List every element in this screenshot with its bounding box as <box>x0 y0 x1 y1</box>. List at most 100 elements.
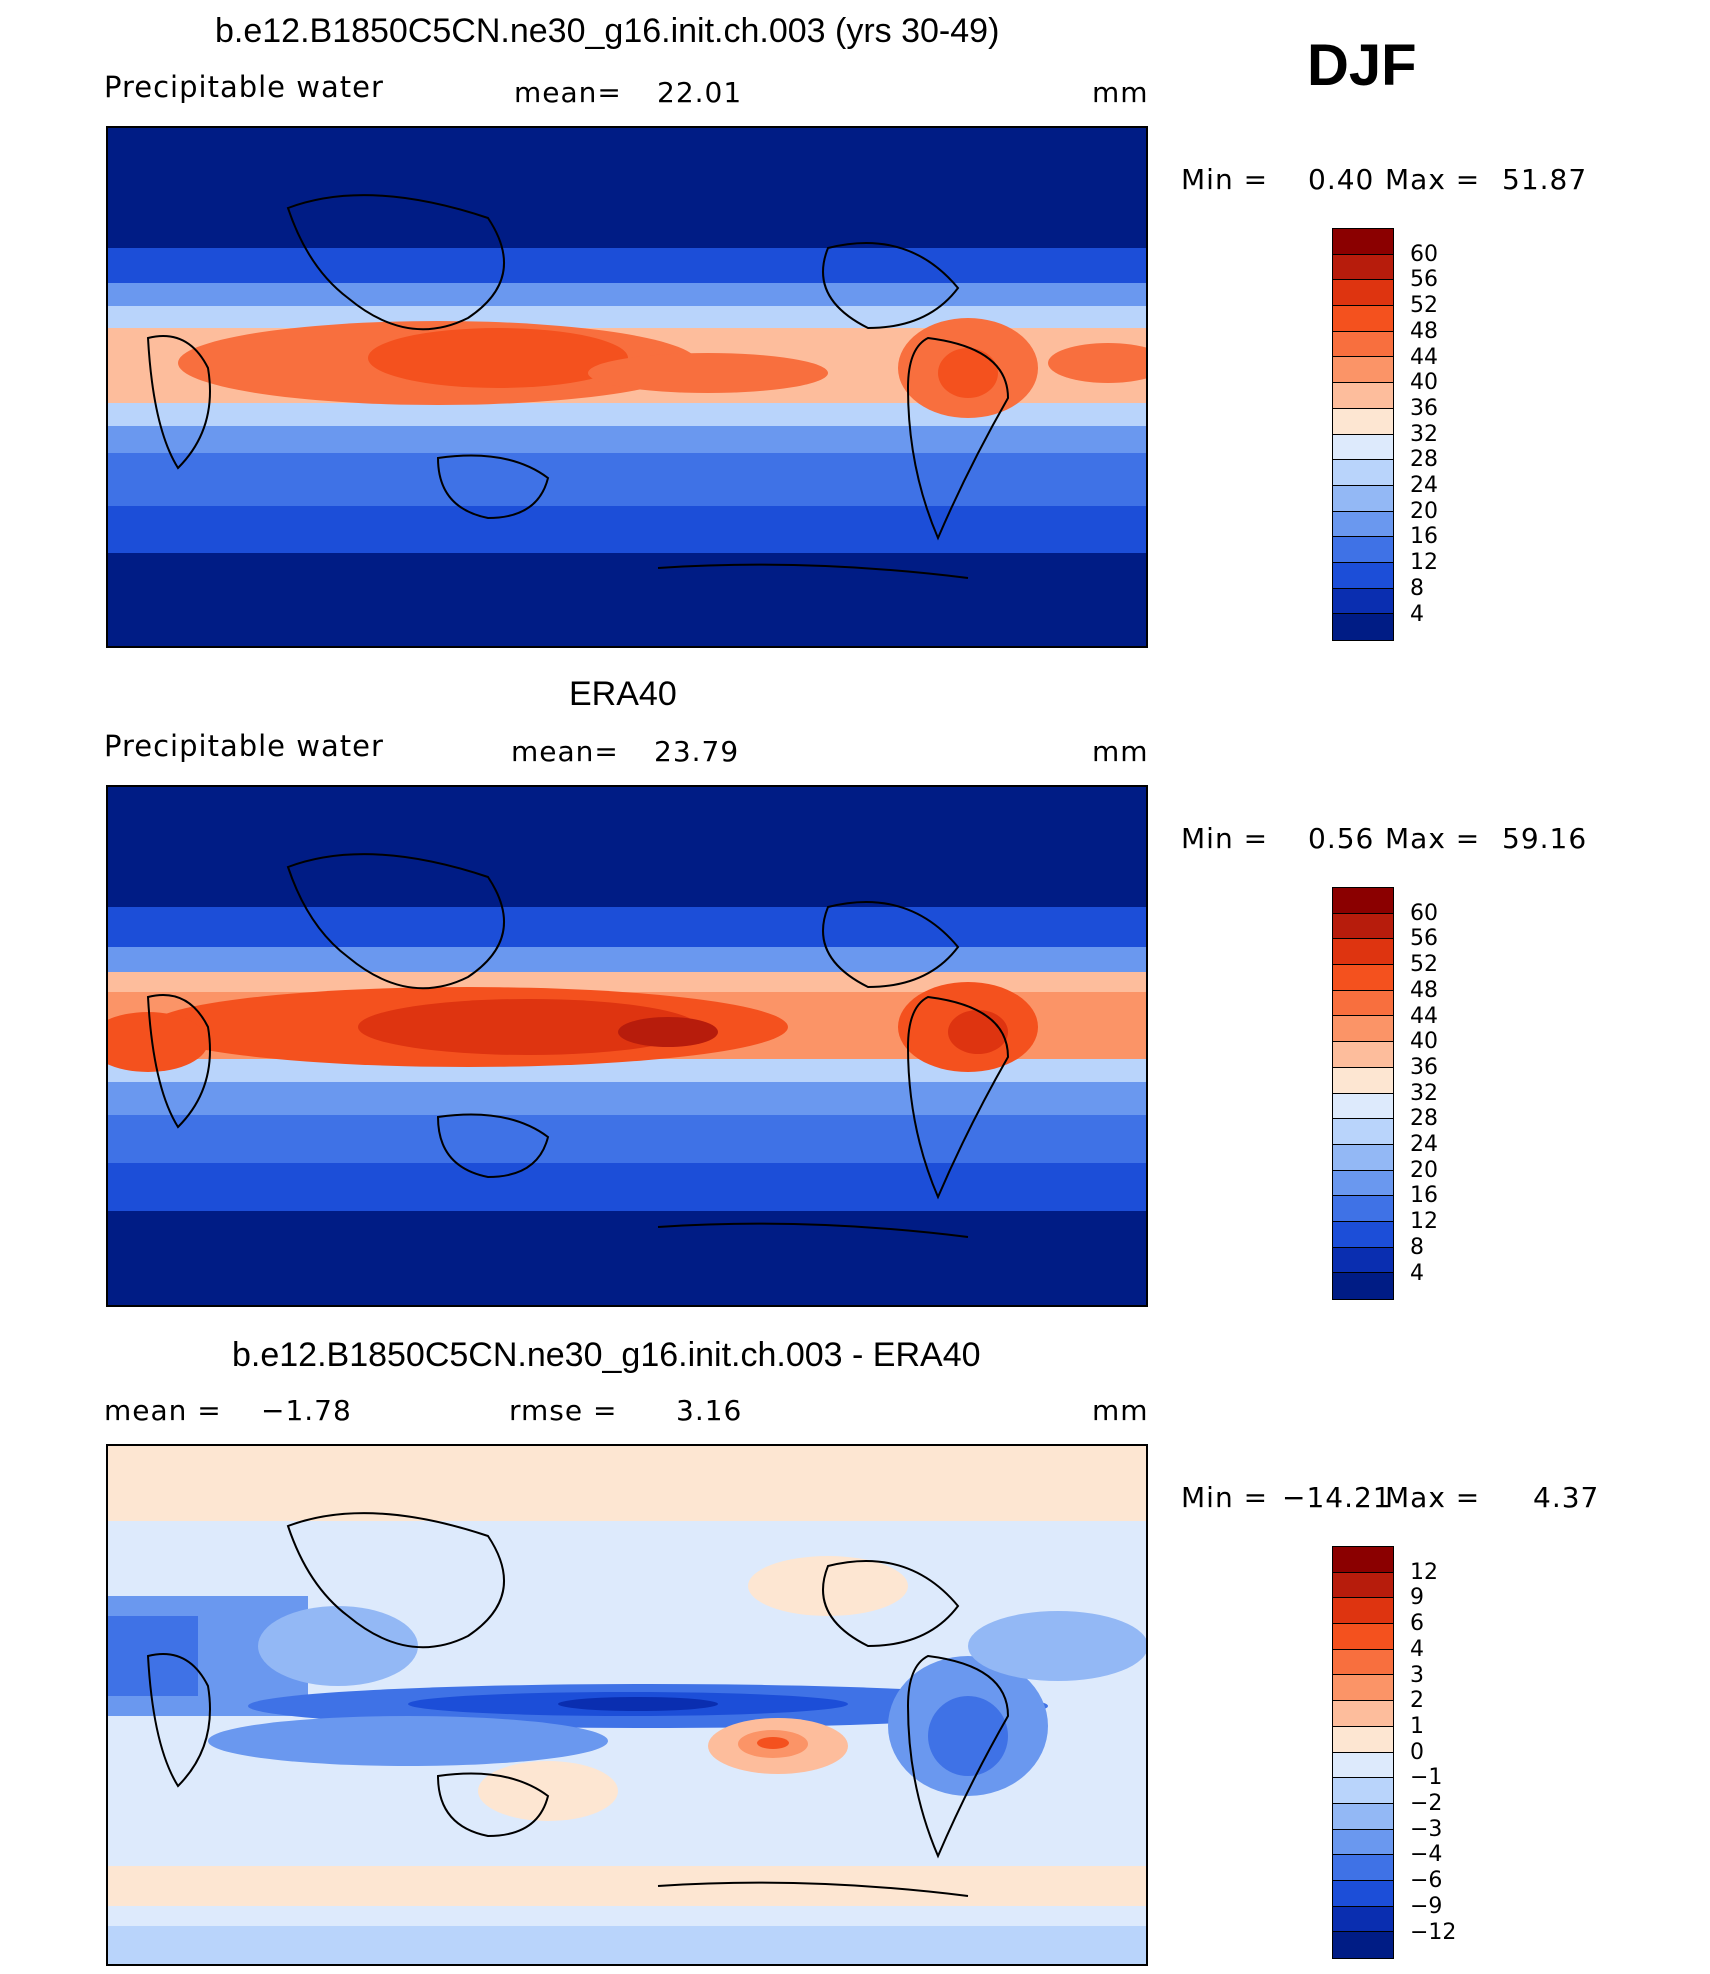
colorbar-swatch <box>1333 888 1393 914</box>
colorbar-swatch <box>1333 331 1393 358</box>
colorbar-tick-label: 44 <box>1410 1003 1438 1029</box>
colorbar-tick-label: 56 <box>1410 267 1438 293</box>
colorbar-tick-label: −3 <box>1410 1816 1443 1842</box>
colorbar-swatch <box>1333 1273 1393 1299</box>
colorbar-swatch <box>1333 306 1393 332</box>
season-label: DJF <box>1307 33 1417 98</box>
colorbar-swatch <box>1333 614 1393 640</box>
colorbar-tick-label: 40 <box>1410 370 1438 396</box>
colorbar-swatch <box>1333 357 1393 384</box>
colorbar-swatch <box>1333 1572 1393 1599</box>
max-label-diff: Max = <box>1385 1481 1481 1514</box>
colorbar-tick-label: 36 <box>1410 1054 1438 1080</box>
colorbar-swatch <box>1333 280 1393 307</box>
colorbar-swatch <box>1333 1067 1393 1094</box>
max-value-diff: 4.37 <box>1533 1481 1600 1514</box>
colorbar-tick-label: −6 <box>1410 1868 1443 1894</box>
colorbar-swatch <box>1333 965 1393 991</box>
colorbar-tick-label: 56 <box>1410 926 1438 952</box>
colorbar-swatch <box>1333 1221 1393 1248</box>
colorbar-swatch <box>1333 511 1393 538</box>
colorbar-tick-label: 40 <box>1410 1029 1438 1055</box>
colorbar-swatch <box>1333 254 1393 281</box>
panel-title-diff: b.e12.B1850C5CN.ne30_g16.init.ch.003 - E… <box>232 1336 981 1374</box>
colorbar-swatch <box>1333 1042 1393 1068</box>
colorbar-swatch <box>1333 1093 1393 1120</box>
panel-title-model: b.e12.B1850C5CN.ne30_g16.init.ch.003 (yr… <box>215 12 1000 50</box>
colorbar-tick-label: 52 <box>1410 952 1438 978</box>
colorbar-swatch <box>1333 408 1393 435</box>
colorbar-tick-label: 8 <box>1410 1234 1424 1260</box>
colorbar-swatch <box>1333 1932 1393 1958</box>
colorbar-tick-label: 28 <box>1410 1106 1438 1132</box>
colorbar-tick-label: 6 <box>1410 1611 1424 1637</box>
map-diff-precipitable-water <box>106 1444 1148 1966</box>
colorbar-tick-label: 32 <box>1410 421 1438 447</box>
colorbar-tick-label: −1 <box>1410 1765 1443 1791</box>
colorbar-tick-label: 60 <box>1410 241 1438 267</box>
colorbar-swatch <box>1333 383 1393 409</box>
colorbar-tick-label: 9 <box>1410 1585 1424 1611</box>
colorbar-swatch <box>1333 913 1393 940</box>
colorbar-swatches <box>1332 1546 1394 1959</box>
min-value-obs: 0.56 <box>1308 822 1375 855</box>
max-value-obs: 59.16 <box>1502 822 1588 855</box>
colorbar-swatch <box>1333 1119 1393 1145</box>
colorbar-tick-label: 12 <box>1410 1209 1438 1235</box>
colorbar-swatch <box>1333 1855 1393 1881</box>
colorbar-swatch <box>1333 1701 1393 1727</box>
max-label-model: Max = <box>1385 163 1481 196</box>
mean-label-model: mean= <box>514 76 622 109</box>
colorbar-swatch <box>1333 1624 1393 1650</box>
colorbar-swatch <box>1333 537 1393 563</box>
colorbar-swatch <box>1333 1247 1393 1274</box>
colorbar-tick-label: 48 <box>1410 977 1438 1003</box>
mean-value-model: 22.01 <box>657 76 743 109</box>
colorbar-swatch <box>1333 1803 1393 1830</box>
colorbar-tick-label: −4 <box>1410 1842 1443 1868</box>
colorbar-swatch <box>1333 1726 1393 1753</box>
colorbar-tick-label: 0 <box>1410 1739 1424 1765</box>
max-value-model: 51.87 <box>1502 163 1588 196</box>
colorbar-swatch <box>1333 1829 1393 1856</box>
colorbar-tick-label: −2 <box>1410 1791 1443 1816</box>
diff-mean-value: −1.78 <box>261 1394 352 1427</box>
min-value-diff: −14.21 <box>1282 1481 1392 1514</box>
colorbar-tick-label: 60 <box>1410 900 1438 926</box>
colorbar-swatch <box>1333 1880 1393 1907</box>
mean-value-obs: 23.79 <box>654 735 740 768</box>
colorbar-tick-label: 12 <box>1410 550 1438 576</box>
units-label-obs: mm <box>1092 735 1149 768</box>
colorbar-tick-label: 20 <box>1410 498 1438 524</box>
colorbar-swatch <box>1333 562 1393 589</box>
colorbar-swatch <box>1333 1675 1393 1702</box>
colorbar-tick-label: 4 <box>1410 601 1424 627</box>
colorbar-swatch <box>1333 1598 1393 1625</box>
colorbar-swatch <box>1333 1906 1393 1933</box>
colorbar-swatch <box>1333 1144 1393 1171</box>
min-value-model: 0.40 <box>1308 163 1375 196</box>
colorbar-swatch <box>1333 1649 1393 1676</box>
min-label-obs: Min = <box>1181 822 1269 855</box>
colorbar-tick-label: 2 <box>1410 1688 1424 1714</box>
colorbar-tick-label: 52 <box>1410 293 1438 319</box>
variable-label-model: Precipitable water <box>104 70 384 104</box>
colorbar-tick-label: 20 <box>1410 1157 1438 1183</box>
colorbar-swatch <box>1333 485 1393 512</box>
colorbar-tick-label: 16 <box>1410 1183 1438 1209</box>
colorbar-swatches <box>1332 228 1394 641</box>
units-label-model: mm <box>1092 76 1149 109</box>
diff-mean-label: mean = <box>104 1394 222 1427</box>
min-label-model: Min = <box>1181 163 1269 196</box>
colorbar-swatch <box>1333 1170 1393 1197</box>
panel-title-obs: ERA40 <box>569 675 677 713</box>
colorbar-tick-label: 1 <box>1410 1713 1424 1739</box>
colorbar-tick-label: 16 <box>1410 524 1438 550</box>
colorbar-swatch <box>1333 1752 1393 1779</box>
colorbar-swatch <box>1333 229 1393 255</box>
colorbar-tick-label: 48 <box>1410 318 1438 344</box>
colorbar-swatch <box>1333 939 1393 966</box>
colorbar-tick-label: 44 <box>1410 344 1438 370</box>
map-obs-precipitable-water <box>106 785 1148 1307</box>
colorbar-tick-label: 36 <box>1410 395 1438 421</box>
